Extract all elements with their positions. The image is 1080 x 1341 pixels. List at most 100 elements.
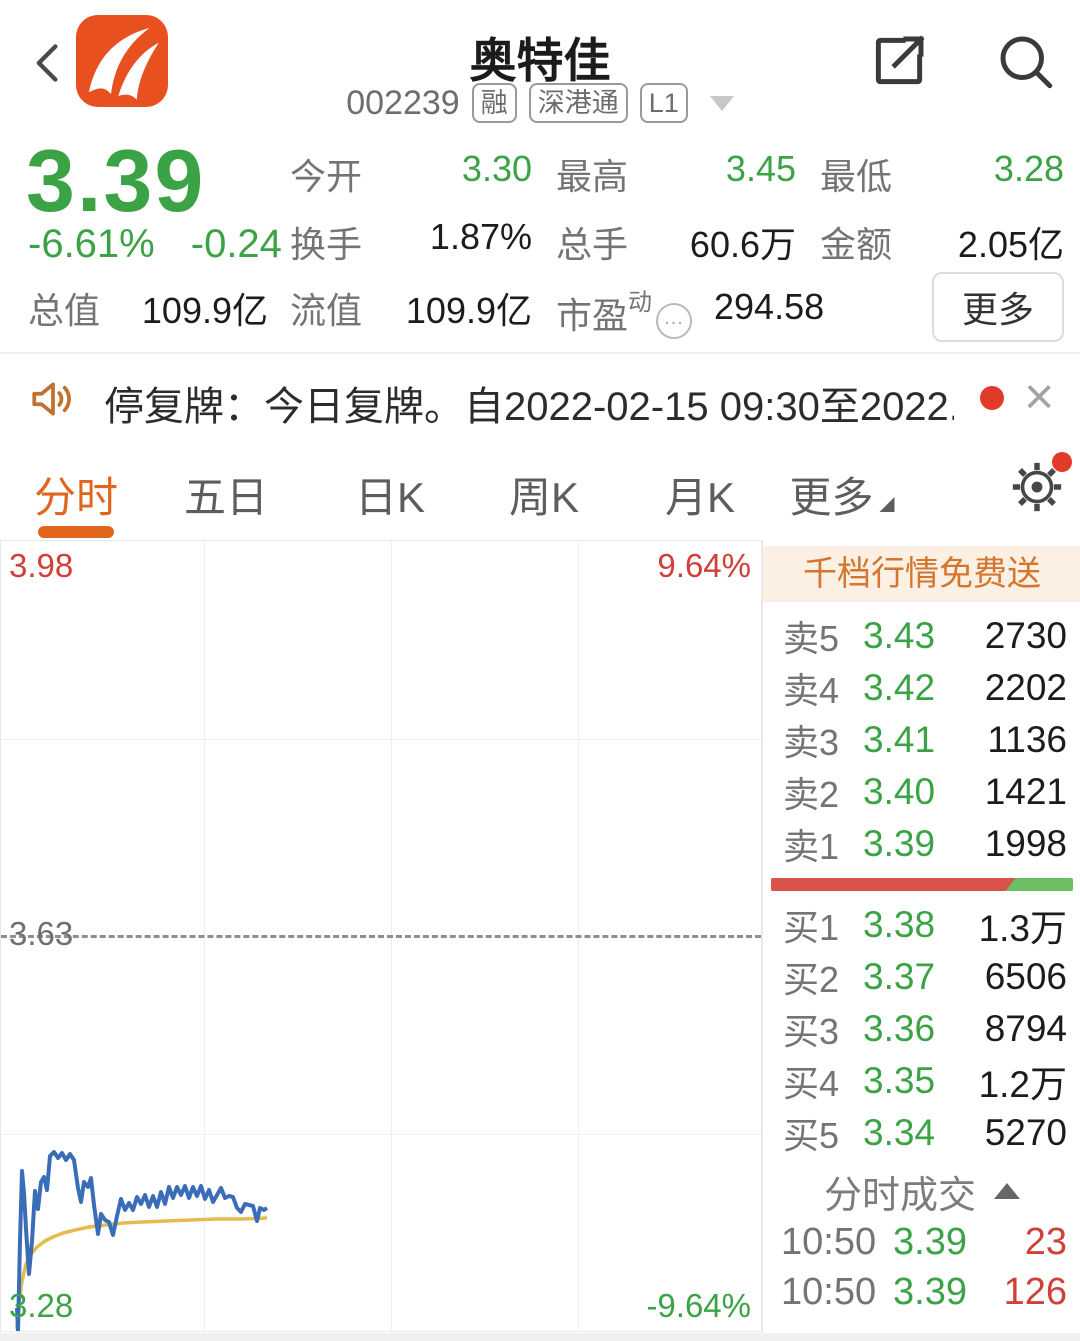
order-price: 3.37 [863, 956, 936, 997]
badge-quote-level: L1 [639, 83, 688, 123]
y-axis-mid-label: 3.63 [9, 915, 74, 952]
tab-daily-k[interactable]: 日K [354, 474, 426, 521]
chart-settings-button[interactable] [1008, 458, 1066, 516]
tab-weekly-k[interactable]: 周K [508, 474, 580, 521]
sell-row-1[interactable]: 卖1 3.39 1998 [763, 818, 1080, 870]
promo-banner[interactable]: 千档行情免费送 [763, 546, 1080, 602]
tab-minute[interactable]: 分时 [33, 474, 119, 521]
trade-row[interactable]: 10:50 3.39 126 [763, 1267, 1080, 1317]
tab-more[interactable]: 更多 [789, 464, 895, 525]
previous-close-dashed-line [1, 935, 761, 938]
sell-orders: 卖5 3.43 2730 卖4 3.42 2202 卖3 3.41 1136 卖… [763, 610, 1080, 870]
stat-amount-label: 金额 [820, 224, 893, 265]
stat-open-value: 3.30 [461, 148, 532, 189]
order-price: 3.36 [863, 1008, 936, 1049]
chevron-down-icon[interactable] [709, 95, 734, 111]
average-price-line [15, 1216, 268, 1330]
trade-ticker-title: 分时成交 [823, 1174, 976, 1217]
tab-monthly-k[interactable]: 月K [664, 474, 736, 521]
tab-five-day[interactable]: 五日 [183, 474, 269, 521]
buy-orders: 买1 3.38 1.3万 买2 3.37 6506 买3 3.36 8794 买… [763, 899, 1080, 1159]
stat-high-value: 3.45 [725, 148, 796, 189]
stat-pe-value: 294.58 [714, 286, 825, 327]
sell-ratio-segment [771, 878, 1016, 891]
stat-volume-label: 总手 [556, 224, 629, 265]
order-price: 3.39 [863, 823, 936, 864]
close-announcement-button[interactable]: × [1024, 368, 1055, 426]
order-volume: 2202 [984, 667, 1067, 708]
tab-more-label: 更多 [789, 474, 874, 521]
share-button[interactable] [866, 28, 932, 94]
stat-turnover-value: 1.87% [429, 216, 532, 257]
buy-row-3[interactable]: 买3 3.36 8794 [763, 1003, 1080, 1055]
app-logo-icon[interactable] [76, 15, 168, 107]
order-level: 卖5 [783, 618, 840, 659]
current-price: 3.39 [26, 131, 206, 230]
share-icon [875, 35, 925, 85]
order-volume: 1.2万 [978, 1064, 1067, 1105]
chevron-left-icon [36, 44, 58, 82]
logo-swoosh [88, 27, 159, 100]
stock-subheader[interactable]: 002239 融 深港通 L1 [0, 80, 1080, 126]
announcement-bar[interactable]: 停复牌：今日复牌。自2022-02-15 09:30至2022... × [0, 352, 1080, 446]
badge-shenzhen-hk-connect: 深港通 [528, 83, 628, 123]
order-level: 卖2 [783, 774, 840, 815]
pe-label-text: 市盈 [556, 295, 629, 336]
stat-high-label: 最高 [556, 156, 629, 197]
pe-dynamic-sup: 动 [628, 289, 653, 316]
order-volume: 1421 [984, 771, 1067, 812]
order-price: 3.40 [863, 771, 936, 812]
search-button[interactable] [992, 28, 1058, 94]
stat-open-label: 今开 [290, 156, 363, 197]
sell-row-2[interactable]: 卖2 3.40 1421 [763, 766, 1080, 818]
stat-volume-value: 60.6万 [689, 224, 796, 265]
search-icon [1000, 36, 1053, 89]
order-level: 买1 [783, 907, 840, 948]
section-divider [0, 1333, 1080, 1341]
gridline-horizontal [1, 1134, 761, 1135]
order-book-panel: 千档行情免费送 卖5 3.43 2730 卖4 3.42 2202 卖3 3.4… [762, 540, 1080, 1341]
page-title: 奥特佳 [469, 34, 611, 87]
y-axis-low-label: 3.28 [9, 1287, 74, 1324]
buy-row-5[interactable]: 买5 3.34 5270 [763, 1107, 1080, 1159]
info-ellipsis-icon[interactable]: ... [656, 303, 693, 339]
order-price: 3.35 [863, 1060, 936, 1101]
sell-row-4[interactable]: 卖4 3.42 2202 [763, 662, 1080, 714]
order-level: 买4 [783, 1063, 840, 1104]
gear-icon [1012, 462, 1062, 512]
corner-triangle-icon [879, 497, 895, 512]
minute-chart[interactable]: 3.98 9.64% 3.63 3.28 -9.64% [0, 540, 762, 1332]
order-level: 买2 [783, 959, 840, 1000]
order-volume: 1.3万 [978, 908, 1067, 949]
more-stats-button[interactable]: 更多 [931, 272, 1064, 342]
quote-summary: 3.39 -6.61% -0.24 今开 3.30 最高 3.45 最低 3.2… [0, 126, 1080, 348]
stat-turnover-label: 换手 [290, 224, 363, 265]
sell-row-3[interactable]: 卖3 3.41 1136 [763, 714, 1080, 766]
buy-sell-ratio-bar [771, 878, 1073, 891]
price-line [15, 1150, 269, 1331]
gridline-horizontal [1, 739, 761, 740]
change-percent: -6.61% [28, 222, 155, 266]
trade-row[interactable]: 10:50 3.39 23 [763, 1217, 1080, 1267]
announcement-text: 停复牌：今日复牌。自2022-02-15 09:30至2022... [104, 385, 954, 429]
order-price: 3.38 [863, 904, 936, 945]
price-change: -6.61% -0.24 [28, 222, 282, 267]
buy-row-1[interactable]: 买1 3.38 1.3万 [763, 899, 1080, 951]
stat-low-label: 最低 [820, 156, 893, 197]
trade-ticker-header[interactable]: 分时成交 [763, 1165, 1080, 1217]
stock-code: 002239 [346, 83, 460, 122]
buy-row-4[interactable]: 买4 3.35 1.2万 [763, 1055, 1080, 1107]
y-axis-high-label: 3.98 [9, 547, 74, 584]
buy-row-2[interactable]: 买2 3.37 6506 [763, 951, 1080, 1003]
back-button[interactable] [26, 34, 70, 92]
sell-row-5[interactable]: 卖5 3.43 2730 [763, 610, 1080, 662]
trade-time: 10:50 [781, 1270, 877, 1313]
trade-time: 10:50 [781, 1220, 877, 1263]
order-level: 卖4 [783, 670, 840, 711]
order-price: 3.43 [863, 615, 936, 656]
stat-low-value: 3.28 [993, 148, 1064, 189]
unread-dot [980, 386, 1004, 410]
minute-chart-lines [15, 1150, 269, 1331]
trade-ticker-list: 10:50 3.39 23 10:50 3.39 126 [763, 1217, 1080, 1317]
